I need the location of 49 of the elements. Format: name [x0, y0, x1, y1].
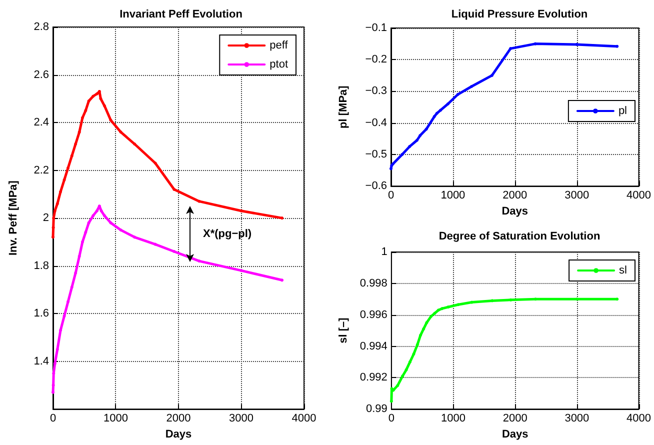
legend-label: ptot [270, 58, 288, 70]
y-tick-label: 1.4 [34, 355, 49, 368]
x-tick-label: 4000 [292, 412, 316, 425]
y-tick-label: −0.6 [365, 180, 387, 192]
y-tick-label: −0.4 [365, 116, 387, 129]
y-tick-label: 1.6 [34, 308, 49, 320]
chart-title: Degree of Saturation Evolution [438, 230, 600, 242]
x-tick-label: 1000 [440, 190, 466, 202]
y-tick-label: 2.4 [34, 116, 49, 129]
y-tick-label: 0.992 [360, 372, 388, 384]
x-axis-title: Days [502, 206, 528, 218]
x-tick-label: 1000 [104, 412, 128, 425]
x-axis-title: Days [502, 428, 528, 440]
x-axis-title: Days [165, 428, 192, 440]
y-tick-label: −0.1 [365, 22, 387, 34]
y-tick-label: 2.2 [34, 164, 49, 176]
y-tick-label: 0.998 [360, 277, 388, 290]
x-tick-label: 0 [388, 190, 394, 202]
x-tick-label: 3000 [229, 412, 254, 425]
chart-title: Liquid Pressure Evolution [451, 8, 588, 20]
y-tick-label: 1 [381, 246, 388, 258]
x-tick-label: 4000 [626, 412, 652, 425]
y-tick-label: 0.996 [360, 308, 388, 321]
x-tick-label: 3000 [564, 412, 590, 425]
y-tick-label: 2 [42, 212, 49, 224]
y-tick-label: −0.3 [365, 85, 387, 98]
legend-label: pl [618, 105, 627, 117]
y-axis-title: pl [MPa] [338, 85, 350, 128]
x-tick-label: 3000 [564, 190, 590, 202]
x-tick-label: 2000 [502, 190, 528, 202]
y-tick-label: 1.8 [34, 260, 49, 272]
x-tick-label: 2000 [166, 412, 191, 425]
x-tick-label: 0 [50, 412, 56, 425]
legend-label: sl [619, 264, 628, 276]
y-tick-label: −0.5 [365, 148, 387, 160]
chart-title: Invariant Peff Evolution [120, 8, 243, 20]
x-tick-label: 0 [388, 412, 394, 425]
y-tick-label: 0.994 [360, 340, 388, 352]
y-tick-label: 0.99 [366, 403, 388, 416]
y-tick-label: −0.2 [365, 54, 387, 66]
y-tick-label: 2.8 [34, 21, 49, 33]
y-axis-title: Inv. Peff [MPa] [8, 180, 20, 256]
x-tick-label: 1000 [441, 412, 466, 425]
x-tick-label: 4000 [626, 190, 652, 202]
legend-label: peff [270, 40, 289, 52]
annotation: X*(pg−pl) [203, 228, 252, 240]
y-tick-label: 2.6 [34, 68, 49, 81]
y-axis-title: sl [–] [338, 317, 350, 344]
x-tick-label: 2000 [502, 412, 528, 425]
